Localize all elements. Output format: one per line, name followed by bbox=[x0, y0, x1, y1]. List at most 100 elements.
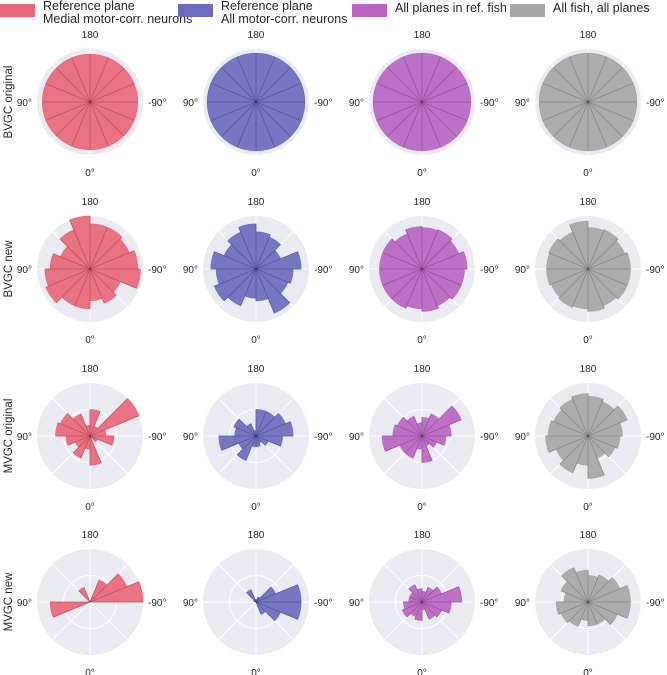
angle-label-right: -90° bbox=[646, 432, 664, 443]
histogram-bar bbox=[421, 413, 440, 437]
legend-swatch bbox=[178, 4, 213, 17]
legend-label: Reference plane All motor-corr. neurons bbox=[221, 0, 348, 26]
bar-edge bbox=[587, 238, 619, 270]
angle-label-bottom: 0° bbox=[251, 668, 261, 675]
bar-edge bbox=[233, 426, 257, 437]
angle-label-top: 180 bbox=[414, 30, 431, 41]
angle-label-right: -90° bbox=[646, 598, 664, 609]
bar-edge bbox=[421, 586, 438, 603]
polar-panel: 180 90° -90° 0° bbox=[17, 197, 167, 346]
bar-edge bbox=[255, 586, 272, 603]
bar-edge bbox=[255, 411, 267, 437]
bar-edge bbox=[421, 268, 462, 286]
bar-edge bbox=[405, 229, 423, 270]
angle-label-left: 90° bbox=[183, 265, 198, 276]
bar-edge bbox=[89, 101, 125, 137]
bar-edge bbox=[89, 411, 101, 437]
bar-edge bbox=[587, 101, 608, 148]
bar-edge bbox=[89, 236, 123, 270]
legend-swatch bbox=[510, 4, 545, 17]
bar-edge bbox=[402, 416, 423, 437]
angle-label-left: 90° bbox=[17, 265, 32, 276]
angle-label-left: 90° bbox=[349, 598, 364, 609]
histogram-bar bbox=[251, 435, 257, 448]
histogram-bar bbox=[559, 398, 589, 437]
polar-panel: 180 90° -90° 0° bbox=[515, 530, 665, 675]
angle-label-left: 90° bbox=[349, 265, 364, 276]
bar-edge bbox=[387, 67, 423, 103]
polar-panel: 180 90° -90° 0° bbox=[515, 197, 665, 346]
bar-edge bbox=[89, 83, 135, 103]
histogram-bar bbox=[561, 567, 589, 603]
bar-edge bbox=[210, 101, 257, 122]
histogram-bar bbox=[89, 435, 115, 446]
bar-edge bbox=[387, 101, 423, 137]
angle-label-left: 90° bbox=[349, 432, 364, 443]
angle-label-top: 180 bbox=[414, 530, 431, 541]
bar-edge bbox=[587, 252, 628, 270]
bar-edge bbox=[255, 601, 276, 622]
bar-edge bbox=[587, 574, 600, 603]
bar-edge bbox=[413, 416, 423, 437]
bar-edge bbox=[255, 601, 298, 620]
angle-label-right: -90° bbox=[646, 265, 664, 276]
histogram-bar bbox=[406, 268, 423, 310]
histogram-bar bbox=[408, 584, 423, 603]
histogram-bar bbox=[560, 601, 589, 624]
histogram-bar bbox=[404, 435, 423, 459]
histogram-bar bbox=[89, 573, 128, 603]
polar-panel: 180 90° -90° 0° bbox=[515, 364, 665, 513]
bar-edge bbox=[255, 413, 279, 437]
legend-label: All fish, all planes bbox=[553, 1, 650, 15]
bar-edge bbox=[227, 240, 257, 270]
bar-edge bbox=[421, 101, 442, 148]
angular-gridline bbox=[218, 601, 257, 640]
bar-edge bbox=[412, 435, 423, 459]
bar-edge bbox=[421, 435, 445, 446]
bar-edge bbox=[255, 56, 276, 103]
bar-edge bbox=[255, 234, 271, 270]
angle-label-left: 90° bbox=[17, 598, 32, 609]
bar-edge bbox=[421, 101, 468, 122]
histogram-bar bbox=[255, 586, 277, 603]
angle-label-left: 90° bbox=[17, 432, 32, 443]
bar-edge bbox=[255, 268, 291, 284]
histogram-bar bbox=[255, 268, 291, 314]
angle-label-top: 180 bbox=[248, 530, 265, 541]
bar-edge bbox=[568, 56, 589, 103]
angle-label-top: 180 bbox=[82, 30, 99, 41]
bar-edge bbox=[255, 244, 281, 270]
bar-edge bbox=[238, 418, 257, 437]
bar-edge bbox=[402, 56, 423, 103]
histogram-bar bbox=[59, 229, 91, 270]
bar-edge bbox=[587, 577, 613, 603]
bar-edge bbox=[236, 101, 257, 148]
bar-edge bbox=[577, 601, 589, 627]
histogram-bar bbox=[587, 577, 621, 603]
bar-edge bbox=[214, 251, 257, 270]
polar-panel: 180 90° -90° 0° bbox=[183, 364, 333, 513]
bar-edge bbox=[421, 405, 453, 437]
bar-edge bbox=[414, 584, 423, 603]
angle-label-bottom: 0° bbox=[85, 335, 95, 346]
histogram-bar bbox=[580, 601, 589, 621]
bar-edge bbox=[587, 405, 619, 437]
bar-edge bbox=[414, 601, 423, 620]
histogram-bar bbox=[55, 422, 91, 437]
histogram-bar bbox=[227, 268, 257, 307]
angle-label-bottom: 0° bbox=[85, 668, 95, 675]
angle-label-left: 90° bbox=[183, 598, 198, 609]
bar-edge bbox=[89, 57, 109, 103]
bar-edge bbox=[587, 268, 605, 309]
angle-label-top: 180 bbox=[82, 364, 99, 375]
histogram-bar bbox=[568, 101, 589, 152]
bar-edge bbox=[587, 82, 634, 103]
bar-edge bbox=[421, 101, 457, 137]
bar-edge bbox=[255, 596, 259, 603]
bar-edge bbox=[221, 435, 257, 451]
angular-gridline bbox=[89, 435, 128, 474]
bar-edge bbox=[548, 252, 589, 270]
bar-edge bbox=[421, 601, 438, 618]
angle-label-left: 90° bbox=[183, 98, 198, 109]
histogram-bar bbox=[78, 586, 91, 603]
